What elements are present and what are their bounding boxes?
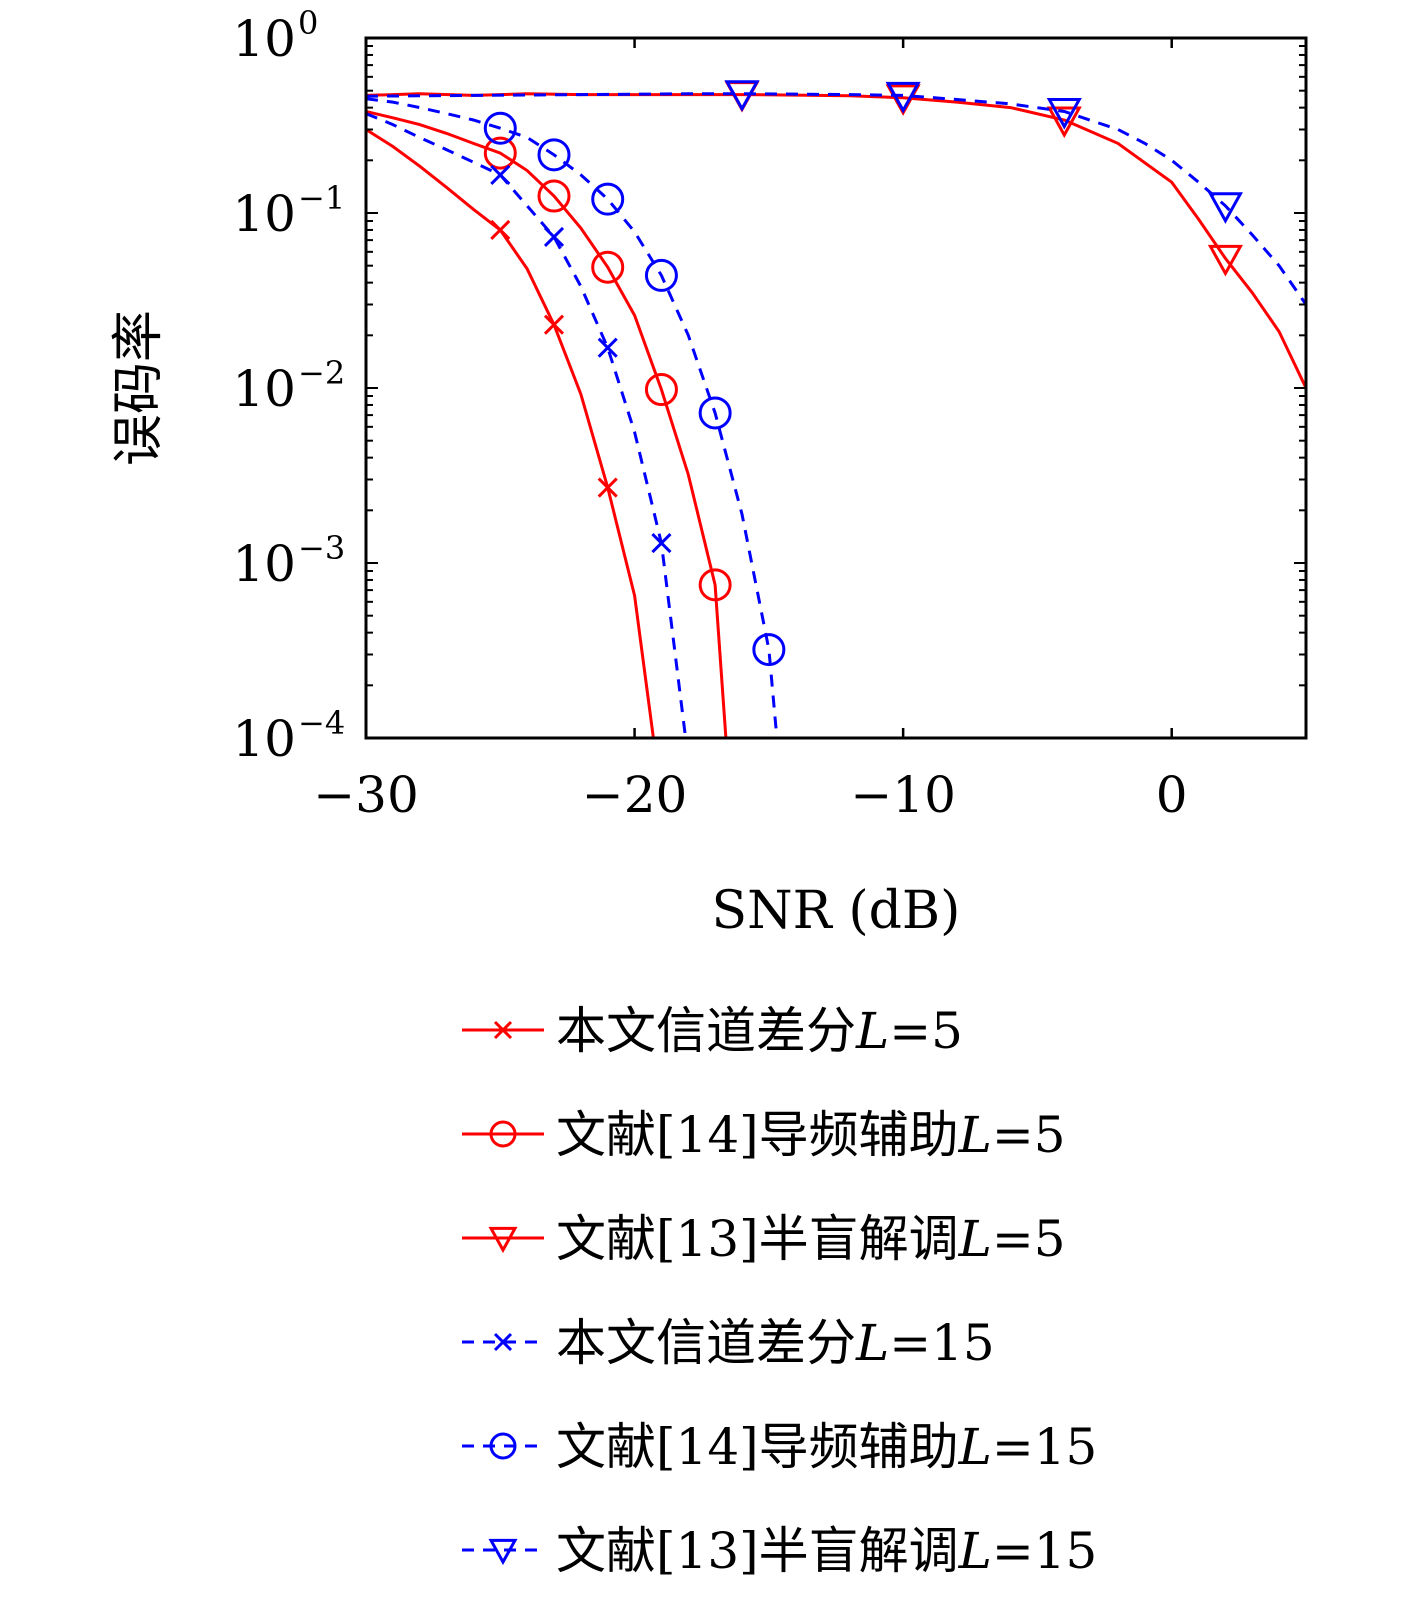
legend-item: 文献[13]半盲解调L=5 bbox=[462, 1210, 1066, 1268]
legend-item: 文献[13]半盲解调L=15 bbox=[462, 1522, 1097, 1580]
series-line bbox=[366, 110, 728, 738]
y-tick-exponent: −4 bbox=[298, 704, 345, 742]
data-point-marker bbox=[483, 136, 517, 170]
legend-marker bbox=[488, 1226, 518, 1254]
data-point-marker bbox=[537, 138, 571, 172]
x-axis-title: SNR (dB) bbox=[712, 881, 961, 941]
y-tick-exponent: −1 bbox=[298, 179, 345, 217]
series-2 bbox=[366, 110, 732, 738]
y-axis-title: 误码率 bbox=[109, 310, 169, 466]
legend-label: 文献[14]导频辅助L=5 bbox=[556, 1106, 1066, 1164]
series-line bbox=[366, 128, 655, 738]
tick-layer bbox=[364, 37, 1306, 739]
series-5 bbox=[366, 97, 786, 738]
data-point-marker bbox=[543, 226, 565, 247]
y-tick-exponent: 0 bbox=[298, 4, 318, 42]
x-tick-label: −30 bbox=[313, 766, 419, 824]
y-tick-label: 10 bbox=[232, 10, 296, 68]
x-tick-labels: −30 −20 −10 0 bbox=[313, 766, 1187, 824]
data-point-marker bbox=[597, 477, 618, 498]
data-point-marker bbox=[1207, 192, 1243, 224]
data-point-marker bbox=[543, 314, 565, 335]
data-point-marker bbox=[483, 111, 517, 145]
data-point-marker bbox=[724, 80, 760, 112]
series-line bbox=[366, 112, 688, 738]
x-tick-label: −20 bbox=[582, 766, 688, 824]
legend: 本文信道差分L=5 文献[14]导频辅助L=5 文献[13]半盲解调L=5 本文信道差… bbox=[462, 1002, 1097, 1580]
legend-label: 文献[14]导频辅助L=15 bbox=[556, 1418, 1097, 1476]
data-point-marker bbox=[1207, 244, 1243, 277]
legend-marker bbox=[488, 1538, 518, 1566]
data-point-marker bbox=[1046, 98, 1082, 130]
legend-item: 本文信道差分L=15 bbox=[462, 1314, 995, 1372]
y-tick-exponent: −2 bbox=[298, 354, 345, 392]
y-tick-label: 10 bbox=[232, 535, 296, 593]
legend-marker bbox=[493, 1020, 513, 1040]
series-6 bbox=[366, 80, 1306, 306]
series-1 bbox=[366, 128, 655, 738]
data-point-marker bbox=[644, 258, 678, 292]
series-line bbox=[366, 97, 779, 738]
legend-label: 本文信道差分L=15 bbox=[556, 1314, 995, 1372]
data-point-marker bbox=[885, 81, 921, 114]
data-point-marker bbox=[1046, 106, 1082, 139]
y-tick-label: 10 bbox=[232, 185, 296, 243]
series-line bbox=[366, 92, 1306, 306]
x-tick-label: 0 bbox=[1156, 766, 1188, 824]
data-point-marker bbox=[537, 179, 571, 213]
legend-item: 文献[14]导频辅助L=5 bbox=[462, 1106, 1066, 1164]
series-layer bbox=[366, 80, 1306, 738]
legend-label: 本文信道差分L=5 bbox=[556, 1002, 963, 1060]
legend-marker bbox=[489, 1120, 517, 1148]
data-point-marker bbox=[651, 532, 672, 554]
legend-marker bbox=[493, 1332, 513, 1352]
data-point-marker bbox=[698, 396, 732, 430]
legend-label: 文献[13]半盲解调L=5 bbox=[556, 1210, 1066, 1268]
data-point-marker bbox=[591, 250, 625, 284]
data-point-marker bbox=[752, 633, 786, 667]
data-point-marker bbox=[597, 337, 618, 358]
legend-marker bbox=[489, 1432, 517, 1460]
legend-label: 文献[13]半盲解调L=15 bbox=[556, 1522, 1097, 1580]
data-point-marker bbox=[698, 568, 732, 602]
series-4 bbox=[366, 112, 688, 738]
data-point-marker bbox=[490, 164, 511, 186]
legend-item: 本文信道差分L=5 bbox=[462, 1002, 963, 1060]
y-tick-label: 10 bbox=[232, 710, 296, 768]
data-point-marker bbox=[490, 219, 511, 241]
y-tick-exponent: −3 bbox=[298, 529, 345, 567]
y-tick-label: 10 bbox=[232, 360, 296, 418]
data-point-marker bbox=[644, 373, 678, 407]
legend-item: 文献[14]导频辅助L=15 bbox=[462, 1418, 1097, 1476]
x-tick-label: −10 bbox=[850, 766, 956, 824]
data-point-marker bbox=[591, 182, 625, 216]
